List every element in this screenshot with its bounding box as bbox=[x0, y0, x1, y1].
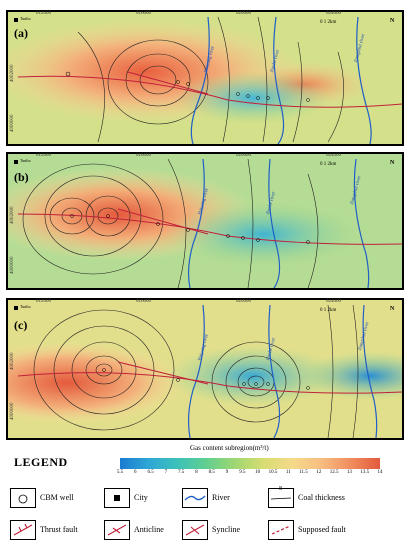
cbm-wells-c bbox=[102, 368, 310, 390]
cbm-well-legend-box bbox=[10, 488, 36, 508]
panel-label-b: (b) bbox=[14, 170, 29, 184]
city-legend-label: City bbox=[134, 493, 148, 502]
city-marker-c bbox=[14, 306, 18, 310]
x-tick-c-1: 616000 bbox=[136, 299, 151, 304]
faults-a bbox=[17, 71, 402, 108]
colorbar-tick: 10 bbox=[255, 470, 261, 475]
colorbar-tick: 6 bbox=[134, 470, 137, 475]
scale-bar-a: 0 1 2km bbox=[320, 20, 337, 25]
coal-thickness-legend-label: Coal thickness bbox=[298, 493, 345, 502]
map-panel-c: (c) Tunliu 612000 616000 620000 624000 4… bbox=[6, 298, 404, 440]
coal-thickness-sample: 8 bbox=[279, 486, 282, 492]
colorbar-tick: 7.5 bbox=[178, 470, 185, 475]
x-tick-c-3: 624000 bbox=[326, 299, 341, 304]
scale-bar-b: 0 1 2km bbox=[320, 162, 337, 167]
city-label-c: Tunliu bbox=[20, 304, 31, 309]
colorbar-tick: 7 bbox=[164, 470, 168, 475]
map-panel-a: (a) Tunliu 612000 616000 620000 624000 4… bbox=[6, 10, 404, 146]
colorbar-tick: 8.5 bbox=[208, 470, 215, 475]
river-legend-box bbox=[182, 488, 208, 508]
anticline-legend-box bbox=[104, 520, 130, 540]
x-tick-c-2: 620000 bbox=[236, 299, 251, 304]
x-tick-a-3: 624000 bbox=[326, 11, 341, 16]
syncline-legend-label: Syncline bbox=[212, 525, 240, 534]
x-tick-c-0: 612000 bbox=[36, 299, 51, 304]
colorbar-tick: 12 bbox=[316, 470, 322, 475]
gas-content-map-a bbox=[8, 12, 402, 144]
colorbar-tick: 8 bbox=[195, 470, 198, 475]
x-tick-a-2: 620000 bbox=[236, 11, 251, 16]
colorbar-tick: 13 bbox=[346, 470, 352, 475]
x-tick-a-0: 612000 bbox=[36, 11, 51, 16]
cbm-wells-a bbox=[65, 71, 310, 102]
cbm-well-legend-label: CBM well bbox=[40, 493, 74, 502]
x-tick-b-0: 612000 bbox=[36, 153, 51, 158]
cbm-wells-b bbox=[70, 214, 310, 244]
north-arrow-c: N bbox=[390, 306, 395, 312]
colorbar-tick: 12.5 bbox=[329, 470, 339, 475]
y-tick-c-1: 4000000 bbox=[10, 402, 15, 421]
colorbar-tick: 9 bbox=[225, 470, 229, 475]
contour-lines-b bbox=[22, 158, 319, 288]
map-panel-b: (b) Tunliu 612000 616000 620000 624000 4… bbox=[6, 152, 404, 290]
legend-title: LEGEND bbox=[14, 455, 68, 469]
gas-content-map-c bbox=[8, 300, 402, 438]
thrust-fault-legend-label: Thrust fault bbox=[40, 525, 78, 534]
colorbar-tick: 11 bbox=[285, 470, 291, 475]
city-marker-a bbox=[14, 18, 18, 22]
city-legend-box bbox=[104, 488, 130, 508]
city-label-b: Tunliu bbox=[20, 158, 31, 163]
colorbar-tick: 6.5 bbox=[147, 470, 154, 475]
coal-thickness-legend-box bbox=[268, 488, 294, 508]
y-tick-b-0: 4002000 bbox=[10, 206, 15, 225]
syncline-legend-box bbox=[182, 520, 208, 540]
panel-label-a: (a) bbox=[14, 26, 28, 40]
contour-lines-c bbox=[33, 304, 359, 438]
gas-content-map-b bbox=[8, 154, 402, 288]
colorbar-tick: 9.5 bbox=[239, 470, 246, 475]
y-tick-c-0: 4002000 bbox=[10, 352, 15, 371]
panel-label-c: (c) bbox=[14, 318, 28, 332]
rivers-b bbox=[187, 158, 370, 288]
x-tick-b-1: 616000 bbox=[136, 153, 151, 158]
y-tick-a-0: 4002000 bbox=[10, 64, 15, 83]
rivers-a bbox=[190, 16, 372, 144]
faults-c bbox=[17, 361, 402, 394]
supposed-fault-legend-box bbox=[268, 520, 294, 540]
colorbar-tick: 10.5 bbox=[268, 470, 278, 475]
colorbar-ticks: 5.5 6 6.5 7 7.5 8 8.5 9 9.5 10 10.5 11 11.5 12 12.5 13 1… bbox=[116, 470, 383, 478]
x-tick-b-2: 620000 bbox=[236, 153, 251, 158]
city-label-a: Tunliu bbox=[20, 16, 31, 21]
anticline-legend-label: Anticline bbox=[134, 525, 164, 534]
colorbar-tick: 11.5 bbox=[299, 470, 308, 475]
colorbar bbox=[120, 458, 380, 469]
river-legend-label: River bbox=[212, 493, 230, 502]
city-marker-b bbox=[14, 160, 18, 164]
thrust-fault-legend-box bbox=[10, 520, 36, 540]
y-tick-a-1: 4000000 bbox=[10, 114, 15, 133]
colorbar-tick: 14 bbox=[377, 470, 383, 475]
north-arrow-b: N bbox=[390, 160, 395, 166]
colorbar-title: Gas content subregion(m³/t) bbox=[190, 444, 269, 452]
rivers-c bbox=[187, 304, 378, 438]
scale-bar-c: 0 1 2km bbox=[320, 308, 337, 313]
colorbar-tick: 13.5 bbox=[360, 470, 370, 475]
x-tick-a-1: 616000 bbox=[136, 11, 151, 16]
colorbar-tick: 5.5 bbox=[116, 470, 124, 475]
x-tick-b-3: 624000 bbox=[326, 153, 341, 158]
north-arrow-a: N bbox=[390, 18, 395, 24]
supposed-fault-legend-label: Supposed fault bbox=[298, 525, 346, 534]
y-tick-b-1: 4000000 bbox=[10, 256, 15, 275]
faults-b bbox=[17, 208, 402, 245]
